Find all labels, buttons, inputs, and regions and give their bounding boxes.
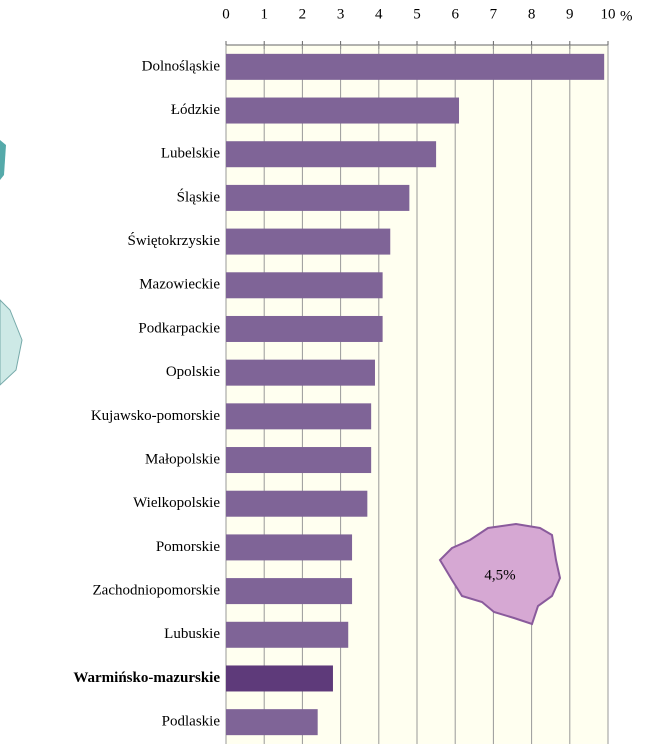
x-tick-label: 10 [601,6,616,22]
category-label: Lubuskie [164,626,220,642]
category-label: Śląskie [177,188,221,205]
x-tick-label: 5 [413,6,421,22]
bar [226,578,353,605]
category-label: Mazowieckie [139,277,220,293]
x-tick-label: 0 [222,6,230,22]
bar [226,315,383,342]
bar [226,141,437,168]
category-label: Świętokrzyskie [128,232,221,249]
bar [226,272,383,299]
x-tick-label: 7 [490,6,498,22]
category-label: Podkarpackie [138,320,220,336]
bars [226,53,605,736]
x-tick-label: 3 [337,6,345,22]
bar [226,403,372,430]
x-tick-label: 6 [451,6,459,22]
bar [226,184,410,211]
category-label: Lubelskie [161,146,220,162]
map-fragment [0,299,23,386]
category-label: Pomorskie [156,539,221,555]
category-label: Podlaskie [162,714,221,730]
x-tick-label: 4 [375,6,383,22]
category-label: Kujawsko-pomorskie [91,408,220,424]
bar [226,53,605,80]
x-tick-label: 8 [528,6,536,22]
bar [226,447,372,474]
category-label: Dolnośląskie [142,58,221,74]
x-unit: % [620,8,633,24]
category-label: Opolskie [166,364,221,380]
bar [226,97,460,124]
x-tick-label: 9 [566,6,574,22]
bar [226,709,318,736]
x-tick-label: 1 [260,6,268,22]
bar [226,359,375,386]
bar [226,228,391,255]
map-fragment [0,140,6,180]
category-label: Warmińsko-mazurskie [73,670,220,686]
bar [226,621,349,648]
category-label: Łódzkie [171,102,220,118]
bar [226,534,353,561]
annotation: 4,5% [484,567,515,583]
category-label: Małopolskie [145,451,220,467]
category-label: Wielkopolskie [133,495,220,511]
bar [226,490,368,517]
map-shape [438,522,562,626]
x-tick-label: 2 [299,6,307,22]
category-label: Zachodniopomorskie [93,583,221,599]
bar [226,665,333,692]
